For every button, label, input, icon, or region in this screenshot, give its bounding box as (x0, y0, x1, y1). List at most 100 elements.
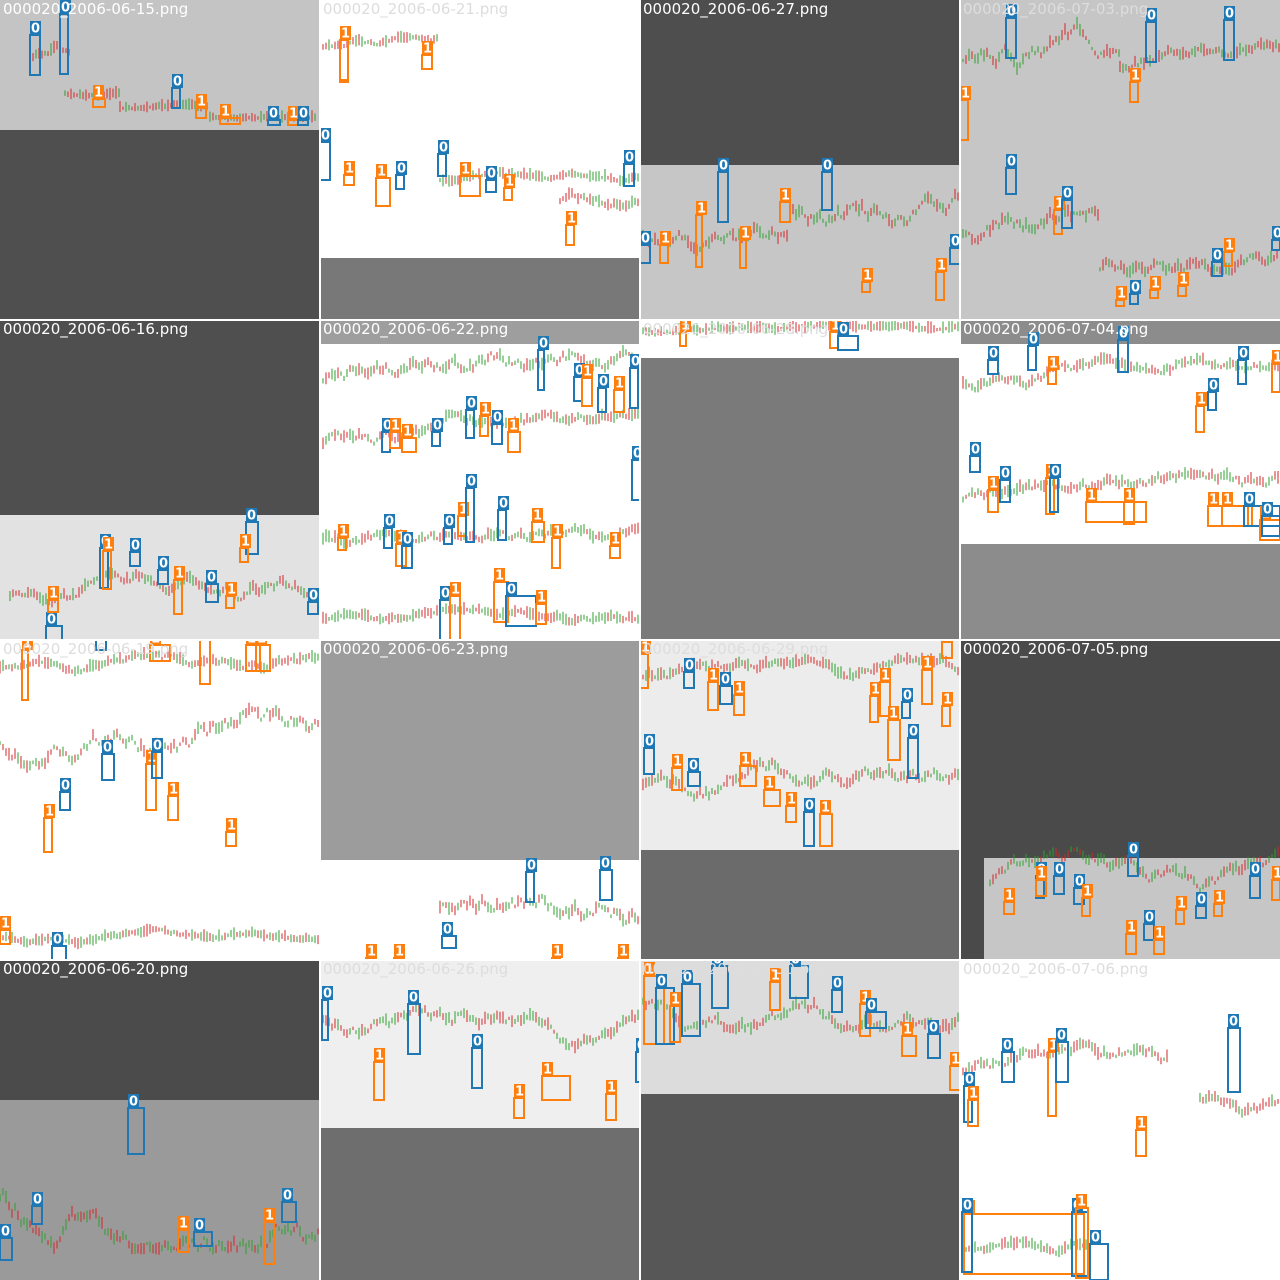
class-badge (268, 106, 279, 120)
class-label: 1 (619, 945, 628, 960)
class-label: 0 (129, 1095, 138, 1110)
class-label: 1 (861, 991, 870, 1006)
class-badge (22, 640, 33, 650)
class-label: 1 (1117, 287, 1126, 302)
class-badge (820, 800, 831, 814)
class-label: 1 (1151, 277, 1160, 292)
class-label: 0 (397, 162, 406, 177)
class-badge (688, 758, 699, 772)
class-badge (770, 968, 781, 982)
class-badge (438, 140, 449, 154)
class-label: 0 (47, 613, 56, 628)
class-badge (764, 776, 775, 790)
class-label: 1 (661, 232, 670, 247)
class-label: 0 (839, 323, 848, 338)
class-label: 1 (257, 632, 266, 647)
class-badge (542, 1062, 553, 1076)
class-badge (102, 740, 113, 754)
class-badge (340, 26, 351, 40)
tile-background (960, 858, 984, 960)
class-badge (1086, 488, 1097, 502)
class-label: 0 (1055, 863, 1064, 878)
class-label: 1 (227, 583, 236, 598)
tile-title: 000020_2006-06-26.png (323, 960, 508, 979)
class-label: 0 (631, 355, 640, 370)
class-label: 1 (509, 419, 518, 434)
annotation-box (1085, 501, 1147, 523)
class-label: 1 (1083, 885, 1092, 900)
class-label: 1 (871, 683, 880, 698)
class-badge (396, 161, 407, 175)
class-label: 0 (61, 1, 70, 16)
class-badge (1178, 272, 1189, 286)
class-label: 0 (719, 159, 728, 174)
class-badge (440, 586, 451, 600)
class-label: 1 (339, 525, 348, 540)
mosaic-tile: 00101001010101111010000020_2006-07-04.pn… (960, 320, 1280, 640)
class-label: 1 (645, 963, 654, 978)
class-badge (128, 1094, 139, 1108)
class-badge (1196, 392, 1207, 406)
class-label: 1 (787, 793, 796, 808)
class-label: 1 (943, 629, 952, 644)
class-badge (1082, 884, 1093, 898)
tile-title: 000020_2006-06-29.png (643, 640, 828, 659)
class-label: 0 (131, 539, 140, 554)
class-label: 0 (403, 533, 412, 548)
class-badge (44, 804, 55, 818)
class-badge (246, 508, 257, 522)
class-label: 0 (527, 859, 536, 874)
class-badge (1150, 276, 1161, 290)
class-badge (1062, 186, 1073, 200)
class-label: 1 (179, 1217, 188, 1232)
tile-background (320, 1128, 640, 1280)
class-badge (888, 706, 899, 720)
class-label: 1 (607, 1081, 616, 1096)
class-badge (498, 496, 509, 510)
class-label: 0 (31, 22, 40, 37)
tile-background (640, 165, 960, 320)
class-label: 0 (685, 659, 694, 674)
class-badge (552, 944, 563, 958)
class-label: 0 (965, 1073, 974, 1088)
class-label: 1 (765, 777, 774, 792)
class-badge (786, 792, 797, 806)
class-label: 1 (641, 641, 650, 656)
class-badge (538, 336, 549, 350)
class-label: 1 (1131, 69, 1140, 84)
class-badge (322, 986, 333, 1000)
tile-background (960, 640, 1280, 858)
class-label: 0 (1147, 9, 1156, 24)
class-badge (644, 962, 655, 976)
class-badge (532, 508, 543, 522)
class-badge (422, 41, 433, 55)
class-badge (656, 974, 667, 988)
class-label: 0 (867, 999, 876, 1014)
class-badge (374, 1048, 385, 1062)
annotation-box (95, 640, 107, 651)
class-badge (174, 566, 185, 580)
class-label: 1 (1127, 921, 1136, 936)
class-label: 0 (441, 587, 450, 602)
class-label: 0 (445, 515, 454, 530)
class-badge (1154, 926, 1165, 940)
class-label: 1 (459, 503, 468, 518)
class-label: 1 (553, 525, 562, 540)
class-label: 0 (1057, 1029, 1066, 1044)
class-badge (720, 672, 731, 686)
class-label: 1 (709, 669, 718, 684)
class-label: 1 (1037, 867, 1046, 882)
tile-title: 000020_2006-06-21.png (323, 0, 508, 19)
tile-title: 000020_2006-06-28.png (643, 320, 828, 339)
class-badge (1028, 332, 1039, 346)
class-label: 0 (645, 735, 654, 750)
class-label: 1 (821, 801, 830, 816)
mosaic-tile: 101011010101110111011000020_2006-06-29.p… (640, 629, 960, 960)
class-badge (1214, 890, 1225, 904)
class-badge (504, 174, 515, 188)
tile-background (320, 320, 640, 344)
class-badge (598, 374, 609, 388)
class-label: 0 (1, 1225, 10, 1240)
class-label: 1 (377, 165, 386, 180)
class-label: 1 (537, 591, 546, 606)
